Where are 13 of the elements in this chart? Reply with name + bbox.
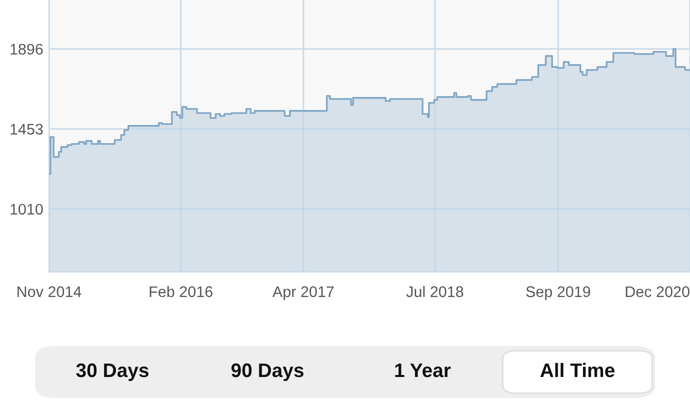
x-tick-label: Nov 2014 <box>18 286 82 298</box>
text: 1 Year <box>395 364 451 378</box>
x-tick-label: Dec 2020 <box>626 286 690 298</box>
text: All Time <box>540 362 614 378</box>
x-tick-label: Feb 2016 <box>150 286 212 298</box>
x-tick-label: Apr 2017 <box>272 286 334 300</box>
y-tick-label: 1453 <box>10 124 43 135</box>
x-tick-label: Sep 2019 <box>526 286 590 300</box>
y-tick-label: 1896 <box>10 44 43 55</box>
text: 30 Days <box>76 363 148 382</box>
x-tick-label: Jul 2018 <box>406 286 464 298</box>
y-tick-label: 1010 <box>10 204 43 215</box>
text: 90 Days <box>231 363 304 382</box>
